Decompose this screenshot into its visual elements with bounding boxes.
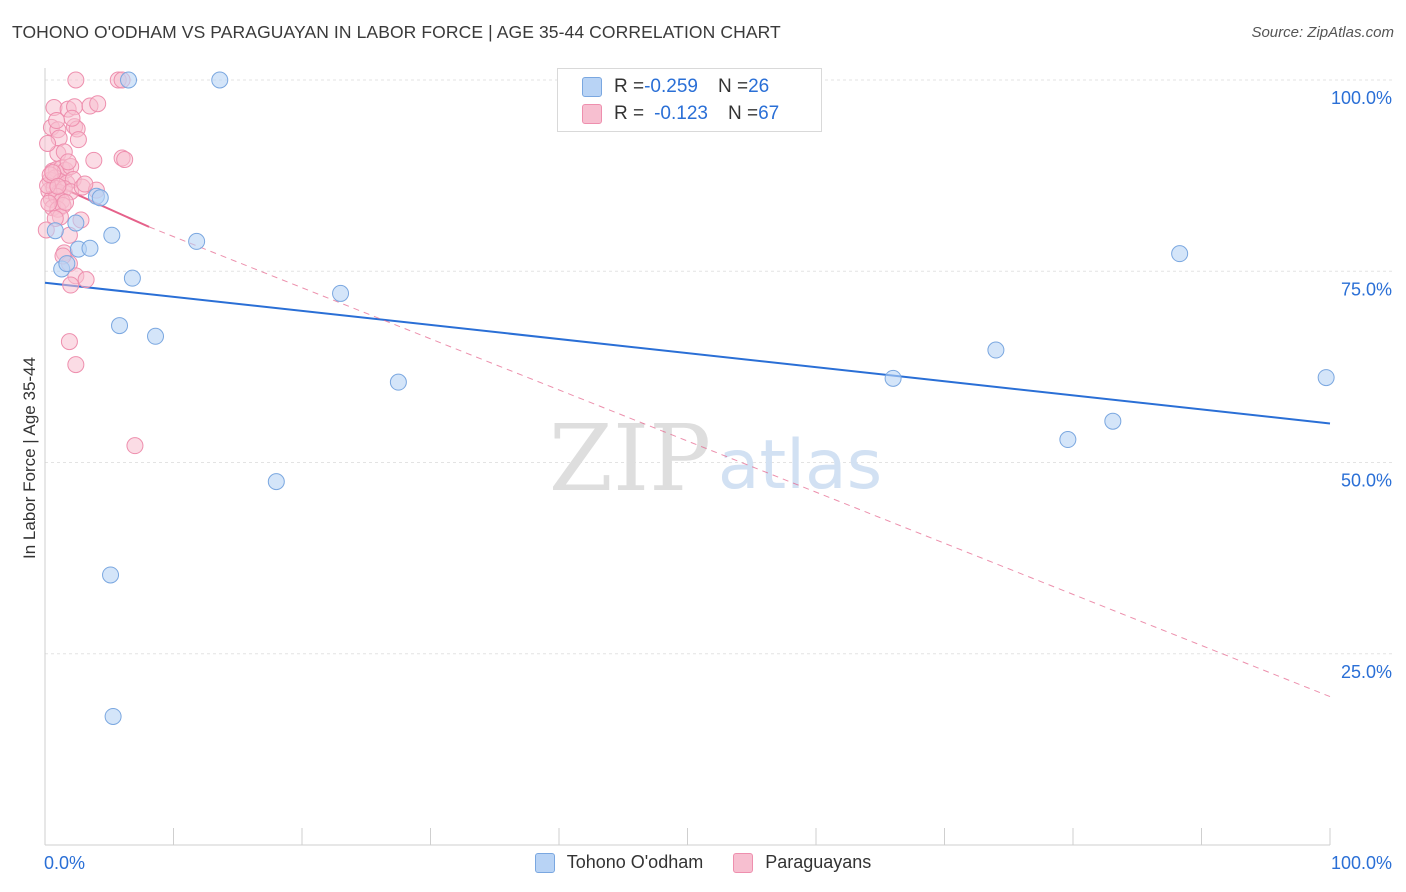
legend-item-paraguayans[interactable]: Paraguayans: [733, 852, 871, 873]
series-legend: Tohono O'odham Paraguayans: [0, 852, 1406, 873]
data-point-tohono: [67, 214, 85, 232]
legend-r-label: R =: [614, 103, 645, 124]
data-point-tohono: [103, 226, 121, 244]
legend-n-value: 67: [758, 103, 780, 124]
y-tick-label: 100.0%: [1331, 88, 1392, 108]
y-tick-label: 75.0%: [1341, 279, 1392, 299]
data-point-paraguayans: [67, 356, 85, 374]
data-point-tohono: [111, 317, 129, 335]
data-point-paraguayans: [40, 194, 58, 212]
data-point-paraguayans: [63, 109, 81, 127]
y-axis-label: In Labor Force | Age 35-44: [20, 357, 39, 559]
data-point-paraguayans: [76, 175, 94, 193]
data-point-tohono: [211, 71, 229, 89]
data-point-paraguayans: [85, 151, 103, 169]
data-point-tohono: [1059, 431, 1077, 449]
data-point-tohono: [1317, 369, 1335, 387]
legend-n-label: N =: [727, 103, 759, 124]
legend-swatch-pink: [733, 852, 754, 873]
watermark-atlas: atlas: [718, 426, 882, 505]
data-point-tohono: [147, 327, 165, 345]
legend-swatch-blue: [534, 852, 555, 873]
watermark: ZIP atlas: [549, 405, 882, 512]
legend-row-tohono: R = -0.259 N = 26: [582, 75, 769, 99]
data-point-tohono: [102, 566, 120, 584]
data-point-paraguayans: [126, 437, 144, 455]
legend-label-paraguayans: Paraguayans: [765, 852, 872, 872]
data-point-tohono: [104, 707, 122, 725]
data-point-paraguayans: [69, 131, 87, 149]
data-point-paraguayans: [48, 112, 66, 130]
data-point-tohono: [389, 373, 407, 391]
data-point-paraguayans: [67, 71, 85, 89]
legend-n-value: 26: [748, 76, 770, 97]
source-label: Source: ZipAtlas.com: [1251, 24, 1394, 41]
watermark-zip: ZIP: [549, 405, 711, 512]
legend-swatch-blue: [582, 77, 602, 97]
tick-labels: 25.0% 50.0% 75.0% 100.0% 0.0% 100.0%: [44, 88, 1392, 873]
data-point-tohono: [188, 232, 206, 250]
data-point-tohono: [1171, 245, 1189, 263]
trend-line-tohono: [44, 281, 1331, 425]
data-point-tohono: [123, 269, 141, 287]
data-point-tohono: [267, 473, 285, 491]
data-point-tohono: [58, 255, 76, 273]
legend-label-tohono: Tohono O'odham: [566, 852, 704, 872]
data-point-paraguayans: [62, 276, 80, 294]
x-tick-label: 100.0%: [1331, 853, 1392, 873]
legend-row-paraguayans: R = -0.123 N = 67: [582, 102, 779, 126]
data-point-paraguayans: [59, 153, 77, 171]
data-point-tohono: [332, 284, 350, 302]
y-tick-label: 50.0%: [1341, 471, 1392, 491]
x-tick-label: 0.0%: [44, 853, 85, 873]
data-point-paraguayans: [57, 193, 75, 211]
data-points: [37, 71, 1335, 725]
data-point-tohono: [884, 369, 902, 387]
data-point-tohono: [91, 189, 109, 207]
data-point-tohono: [81, 239, 99, 257]
legend-n-label: N =: [717, 76, 749, 97]
legend-r-value: -0.123: [654, 103, 708, 124]
legend-r-value: -0.259: [644, 76, 698, 97]
data-point-tohono: [46, 222, 64, 240]
data-point-paraguayans: [39, 134, 57, 152]
legend-swatch-pink: [582, 104, 602, 124]
legend-r-label: R =: [614, 76, 645, 97]
data-point-tohono: [120, 71, 138, 89]
chart-title: TOHONO O'ODHAM VS PARAGUAYAN IN LABOR FO…: [12, 22, 781, 42]
axes: [44, 68, 1331, 846]
legend-item-tohono[interactable]: Tohono O'odham: [534, 852, 704, 873]
data-point-paraguayans: [89, 95, 107, 113]
data-point-paraguayans: [77, 271, 95, 289]
y-tick-label: 25.0%: [1341, 662, 1392, 682]
stats-legend: R = -0.259 N = 26 R = -0.123 N = 67: [557, 68, 822, 132]
data-point-paraguayans: [116, 151, 134, 169]
data-point-paraguayans: [49, 177, 67, 195]
data-point-tohono: [1104, 412, 1122, 430]
trend-line-paraguayans-dashed: [148, 226, 1331, 698]
gridlines: [45, 79, 1392, 655]
data-point-paraguayans: [60, 333, 78, 351]
data-point-tohono: [987, 341, 1005, 359]
